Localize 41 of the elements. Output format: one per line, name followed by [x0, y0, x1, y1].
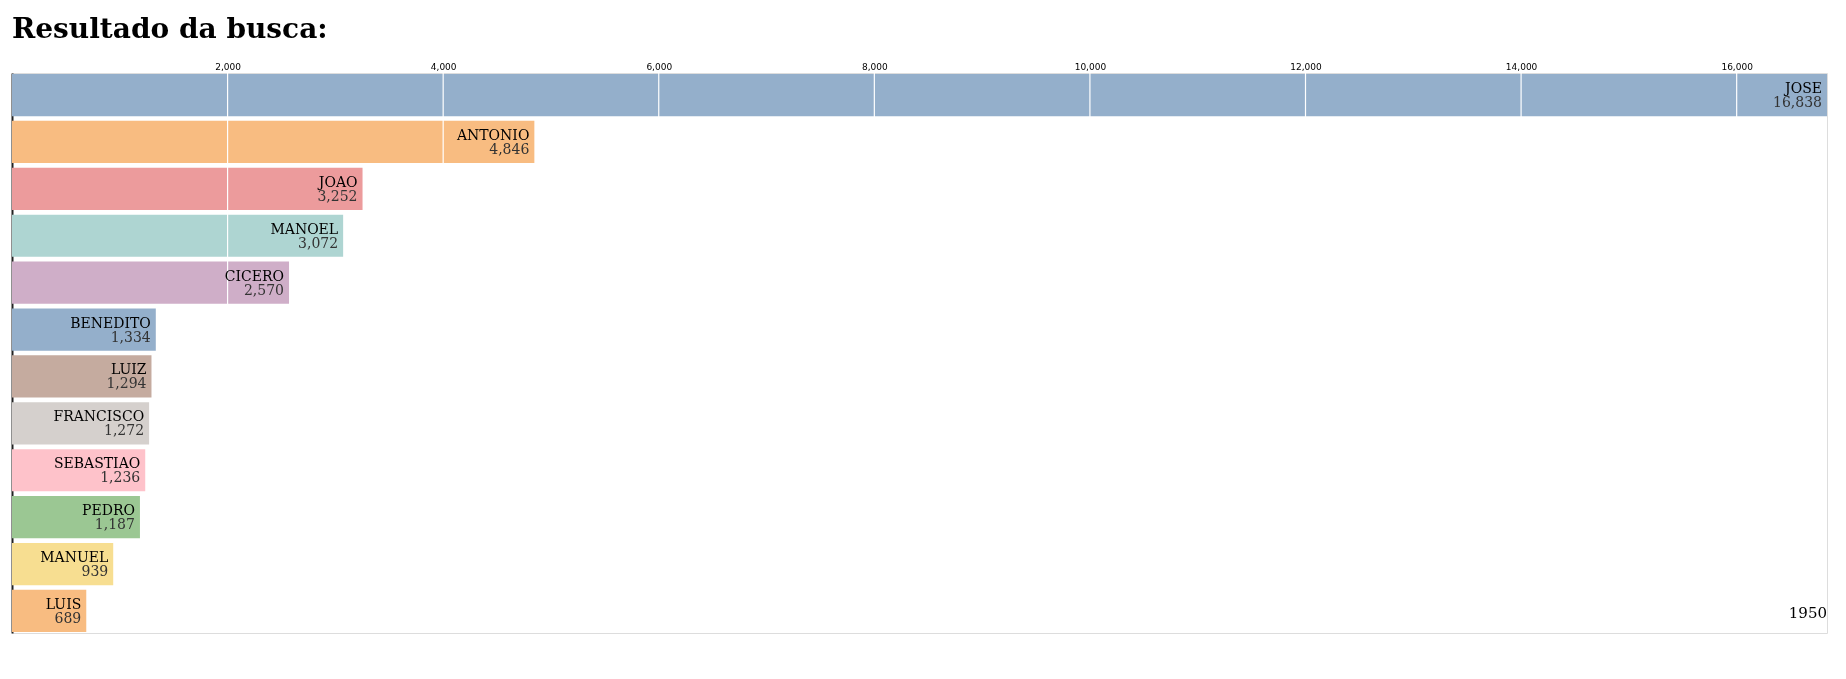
- data-label: 3,072: [298, 234, 339, 251]
- bar: [12, 261, 290, 304]
- y-tick-label: JOAO: [316, 173, 358, 190]
- bar: [12, 214, 344, 257]
- y-tick-label: LUIS: [45, 595, 82, 612]
- y-tick-label: JOSE: [1783, 80, 1822, 97]
- bar: [12, 73, 1827, 117]
- y-tick-label: SEBASTIAO: [53, 455, 141, 472]
- y-tick-label: FRANCISCO: [53, 408, 145, 425]
- data-label: 1,187: [94, 516, 135, 533]
- y-tick-label: MANUEL: [40, 549, 109, 566]
- bar: [12, 496, 140, 539]
- data-label: 1,236: [100, 469, 141, 486]
- x-tick-label: 14,000: [1505, 61, 1538, 72]
- data-label: 1,294: [106, 375, 147, 392]
- data-label: 4,846: [489, 140, 530, 157]
- bar: [12, 355, 152, 398]
- x-tick-label: 12,000: [1290, 61, 1323, 72]
- data-label: 689: [54, 609, 82, 626]
- data-label: 1,272: [104, 422, 145, 439]
- chart-title: Resultado da busca:: [12, 12, 328, 45]
- x-tick-label: 4,000: [430, 61, 457, 72]
- y-tick-label: MANOEL: [270, 220, 339, 237]
- x-tick-label: 2,000: [215, 61, 242, 72]
- y-tick-label: LUIZ: [110, 361, 147, 378]
- x-tick-label: 16,000: [1721, 61, 1754, 72]
- bar: [12, 308, 156, 351]
- y-tick-label: CICERO: [224, 267, 285, 284]
- y-tick-label: PEDRO: [82, 502, 135, 519]
- x-tick-label: 8,000: [861, 61, 888, 72]
- data-label: 939: [81, 563, 109, 580]
- data-label: 1,334: [110, 328, 151, 345]
- data-label: 2,570: [243, 281, 285, 298]
- bar: [12, 167, 363, 210]
- x-tick-label: 10,000: [1074, 61, 1107, 72]
- annotation: 1950: [1788, 604, 1827, 622]
- data-label: 16,838: [1773, 94, 1822, 111]
- x-tick-label: 6,000: [646, 61, 673, 72]
- bar: [12, 120, 535, 164]
- y-tick-label: ANTONIO: [455, 126, 530, 143]
- y-tick-label: BENEDITO: [70, 314, 151, 331]
